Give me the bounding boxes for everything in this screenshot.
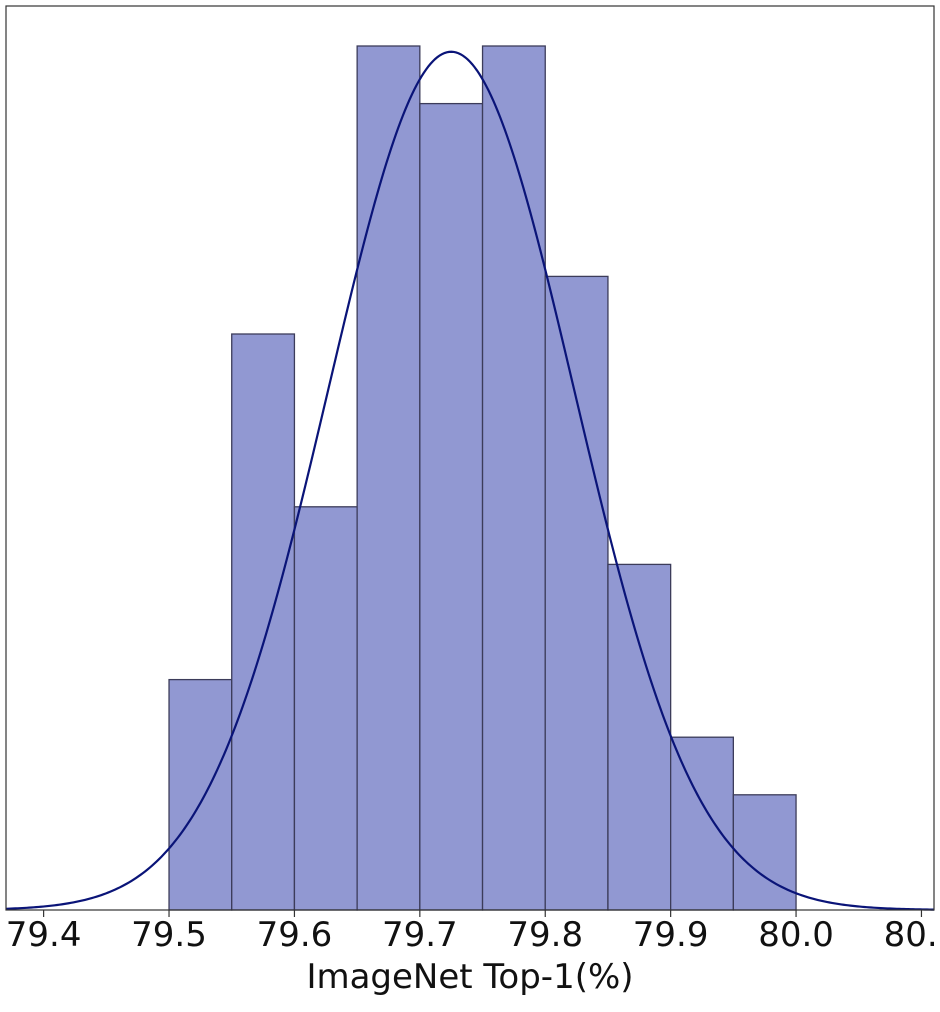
- histogram-bar-7: [544, 275, 609, 911]
- x-tick-label-8: 80.1: [884, 915, 940, 955]
- histogram-bar-10: [732, 794, 797, 911]
- histogram-bar-4: [356, 45, 421, 911]
- x-tick-label-5: 79.8: [507, 915, 583, 955]
- histogram-bar-5: [419, 102, 484, 911]
- histogram-bar-2: [231, 333, 296, 911]
- x-tick-label-3: 79.6: [257, 915, 333, 955]
- x-axis-title: ImageNet Top-1(%): [306, 957, 633, 997]
- x-axis-ticks: 79.4 79.5 79.6 79.7 79.8 79.9 80.0 80.1: [6, 910, 940, 955]
- histogram-bars: [168, 45, 797, 911]
- histogram-bar-8: [607, 563, 672, 911]
- density-curve: [5, 50, 935, 911]
- x-tick-label-4: 79.7: [382, 915, 458, 955]
- x-tick-label-6: 79.9: [633, 915, 709, 955]
- x-tick-label-2: 79.5: [131, 915, 207, 955]
- x-tick-label-7: 80.0: [758, 915, 834, 955]
- histogram-bar-9: [669, 736, 735, 911]
- histogram-bar-1: [168, 678, 233, 911]
- plot-frame: [5, 5, 935, 911]
- histogram-bar-6: [481, 45, 546, 911]
- x-tick-label-1: 79.4: [6, 915, 82, 955]
- histogram-bar-3: [293, 506, 358, 911]
